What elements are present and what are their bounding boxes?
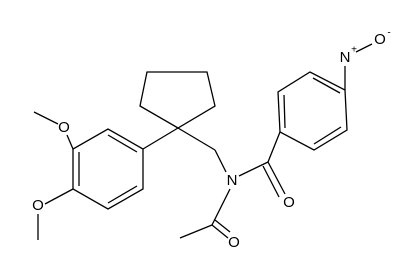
bond	[66, 134, 74, 150]
atom-label: O	[228, 234, 240, 251]
atom-label: N	[340, 49, 351, 66]
bond	[211, 188, 231, 226]
atom-label: O	[283, 194, 295, 211]
bond	[312, 77, 341, 94]
bond	[211, 224, 229, 239]
bonds	[33, 43, 373, 240]
atom-label: O	[32, 197, 44, 214]
benzene-ring	[277, 71, 348, 151]
bond	[142, 127, 179, 150]
bond	[214, 149, 227, 173]
bond	[44, 188, 74, 205]
bond	[179, 224, 213, 239]
bond	[238, 161, 269, 177]
charge: -	[387, 28, 390, 39]
bond	[262, 165, 280, 198]
bond	[214, 219, 231, 233]
benzene-ring	[72, 128, 144, 210]
bond	[267, 131, 281, 163]
bond	[355, 43, 373, 53]
bond	[107, 185, 138, 204]
atom-label: O	[58, 119, 70, 136]
charge: +	[351, 45, 357, 56]
bond	[107, 134, 138, 153]
atom-label: N	[227, 172, 238, 189]
bond	[283, 94, 286, 129]
cyclopentane	[139, 71, 216, 129]
bond	[267, 161, 286, 195]
atom-label: O	[374, 31, 386, 48]
bond	[313, 126, 342, 145]
atom-labels: O O N O O N + O -	[32, 28, 391, 251]
bond	[177, 127, 216, 151]
bond	[33, 111, 59, 125]
